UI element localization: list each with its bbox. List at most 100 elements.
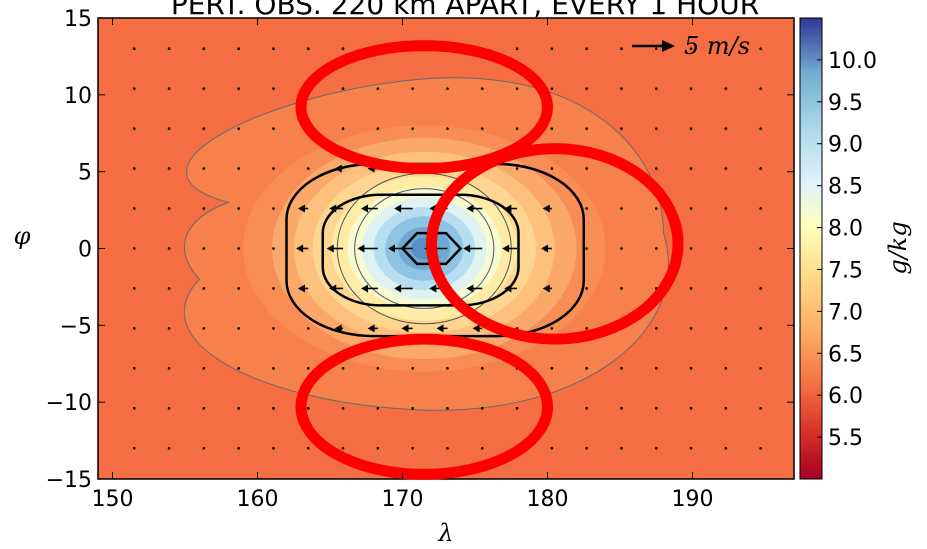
wind-dot bbox=[550, 167, 554, 170]
x-tick-label: 180 bbox=[527, 487, 569, 512]
wind-dot bbox=[272, 446, 275, 450]
colorbar-tick-label: 10.0 bbox=[828, 49, 877, 74]
wind-dot bbox=[480, 367, 484, 370]
wind-dot bbox=[202, 207, 206, 210]
wind-dot bbox=[446, 446, 449, 450]
x-tick-label: 150 bbox=[92, 487, 134, 512]
wind-dot bbox=[202, 446, 206, 450]
wind-arrow bbox=[361, 284, 378, 293]
wind-dot bbox=[759, 247, 762, 250]
reference-vector: 5 m/s bbox=[632, 32, 750, 60]
east-ellipse bbox=[426, 143, 684, 345]
wind-dot bbox=[237, 287, 240, 290]
wind-dot bbox=[759, 127, 762, 130]
wind-dot bbox=[689, 167, 693, 170]
black-contour-core bbox=[400, 231, 463, 266]
wind-dot bbox=[515, 127, 519, 130]
wind-dot bbox=[759, 87, 762, 90]
wind-dot bbox=[202, 167, 206, 170]
wind-dot bbox=[376, 367, 380, 370]
y-axis: −15 −10 −5 0 5 10 15 bbox=[46, 7, 794, 493]
wind-dot bbox=[724, 327, 728, 330]
wind-dot bbox=[724, 87, 728, 90]
wind-dot bbox=[689, 47, 693, 51]
wind-dot bbox=[132, 407, 136, 410]
wind-arrow bbox=[502, 244, 518, 253]
wind-dot bbox=[759, 207, 762, 210]
wind-dot bbox=[585, 446, 588, 450]
wind-dot bbox=[167, 127, 171, 130]
wind-dot bbox=[167, 87, 171, 90]
wind-dot bbox=[272, 247, 275, 250]
colorbar-tick-label: 7.0 bbox=[828, 300, 863, 325]
x-tick-label: 170 bbox=[382, 487, 424, 512]
wind-dot bbox=[724, 367, 728, 370]
x-axis-label: λ bbox=[437, 519, 453, 547]
wind-dot bbox=[620, 287, 623, 290]
wind-arrow bbox=[334, 164, 344, 173]
wind-dot bbox=[237, 47, 240, 51]
wind-dot bbox=[202, 247, 206, 250]
wind-dot bbox=[132, 446, 136, 450]
x-tick-label: 190 bbox=[672, 487, 714, 512]
colorbar-tick-label: 8.0 bbox=[828, 217, 863, 242]
wind-dot bbox=[654, 127, 658, 130]
wind-dot bbox=[724, 127, 728, 130]
wind-dot bbox=[759, 407, 762, 410]
wind-arrow bbox=[357, 244, 378, 253]
wind-dot bbox=[620, 247, 623, 250]
y-axis-label: φ bbox=[14, 222, 31, 250]
wind-dot bbox=[341, 367, 345, 370]
wind-dot bbox=[654, 167, 658, 170]
colorbar-tick-label: 9.0 bbox=[828, 133, 863, 158]
wind-dot bbox=[585, 207, 588, 210]
wind-dot bbox=[550, 47, 554, 51]
wind-dot bbox=[620, 407, 623, 410]
wind-dot bbox=[689, 367, 693, 370]
wind-dot bbox=[272, 327, 275, 330]
wind-dot bbox=[585, 167, 588, 170]
wind-dot bbox=[585, 367, 588, 370]
wind-dot bbox=[724, 247, 728, 250]
colorbar-tick-label: 6.0 bbox=[828, 384, 863, 409]
wind-dot bbox=[237, 167, 240, 170]
wind-arrow bbox=[504, 204, 518, 213]
wind-dot bbox=[272, 287, 275, 290]
wind-dot bbox=[620, 446, 623, 450]
wind-dot bbox=[724, 207, 728, 210]
highlight-ellipses bbox=[295, 40, 684, 480]
wind-dot bbox=[724, 407, 728, 410]
wind-arrow bbox=[326, 244, 344, 253]
wind-dot bbox=[272, 47, 275, 51]
wind-dot bbox=[759, 47, 762, 51]
wind-dot bbox=[202, 327, 206, 330]
wind-arrow bbox=[334, 324, 344, 333]
wind-dot bbox=[272, 367, 275, 370]
wind-dot bbox=[341, 127, 345, 130]
wind-dot bbox=[237, 367, 240, 370]
colorbar-ticks: 5.5 6.0 6.5 7.0 7.5 8.0 8.5 9.0 9.5 10.0 bbox=[817, 49, 877, 451]
colorbar: 5.5 6.0 6.5 7.0 7.5 8.0 8.5 9.0 9.5 10.0 g/kg bbox=[799, 17, 912, 480]
wind-arrow bbox=[297, 284, 309, 293]
wind-dot bbox=[515, 167, 519, 170]
wind-dot bbox=[202, 47, 206, 51]
wind-dot bbox=[167, 247, 171, 250]
wind-dot bbox=[724, 446, 728, 450]
y-tick-label: 0 bbox=[78, 238, 92, 263]
wind-dot bbox=[759, 167, 762, 170]
colorbar-tick-label: 6.5 bbox=[828, 342, 863, 367]
wind-dot bbox=[550, 87, 554, 90]
wind-arrow bbox=[541, 244, 552, 253]
colorbar-gradient bbox=[799, 17, 823, 480]
wind-arrow bbox=[329, 204, 344, 213]
wind-dot bbox=[202, 127, 206, 130]
wind-dot bbox=[689, 207, 693, 210]
colorbar-tick-label: 9.5 bbox=[828, 91, 863, 116]
wind-dot bbox=[759, 287, 762, 290]
wind-dot bbox=[689, 127, 693, 130]
wind-arrow bbox=[296, 244, 309, 253]
wind-arrow bbox=[472, 324, 483, 333]
wind-dot bbox=[620, 207, 623, 210]
wind-dot bbox=[620, 127, 623, 130]
wind-dot bbox=[306, 327, 310, 330]
